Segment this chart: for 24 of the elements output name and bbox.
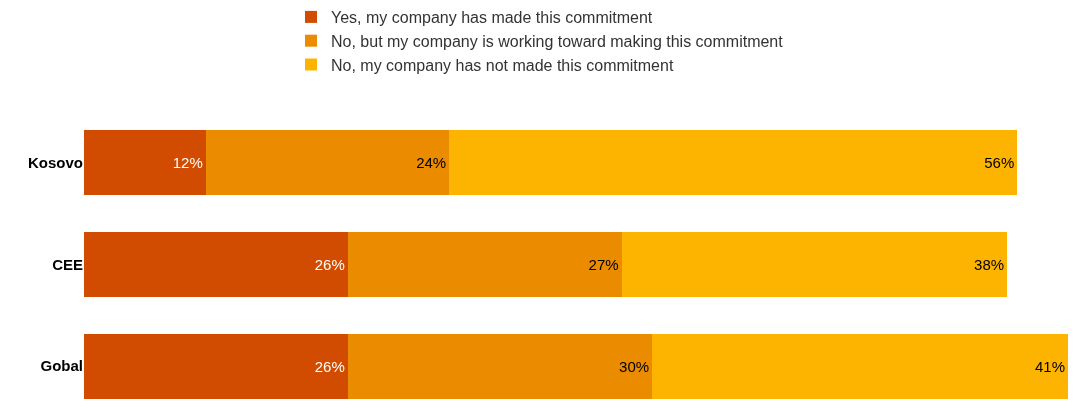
data-label: 30% [619,357,650,375]
bar [347,231,622,298]
bar [652,333,1068,399]
data-label: 26% [314,357,345,375]
legend-label: No, my company has not made this commitment [331,56,674,74]
legend-label: No, but my company is working toward making this commitment [331,32,784,50]
data-label: 38% [974,256,1005,273]
bar [347,333,653,399]
legend-label: Yes, my company has made this commitment [331,9,653,27]
data-label: 12% [172,154,203,172]
data-label: 56% [984,154,1015,172]
bar [621,231,1008,298]
y-tick-label: CEE [52,255,83,273]
data-label: 26% [314,256,345,273]
bar [205,130,450,196]
bar [84,333,348,399]
data-label: 24% [416,154,447,172]
bar [84,231,348,298]
y-tick-label: Kosovo [27,154,83,172]
y-tick-label: Gobal [40,357,83,375]
bar [84,130,206,196]
data-label: 41% [1034,357,1065,375]
bar [449,130,1018,196]
data-label: 27% [588,256,619,273]
